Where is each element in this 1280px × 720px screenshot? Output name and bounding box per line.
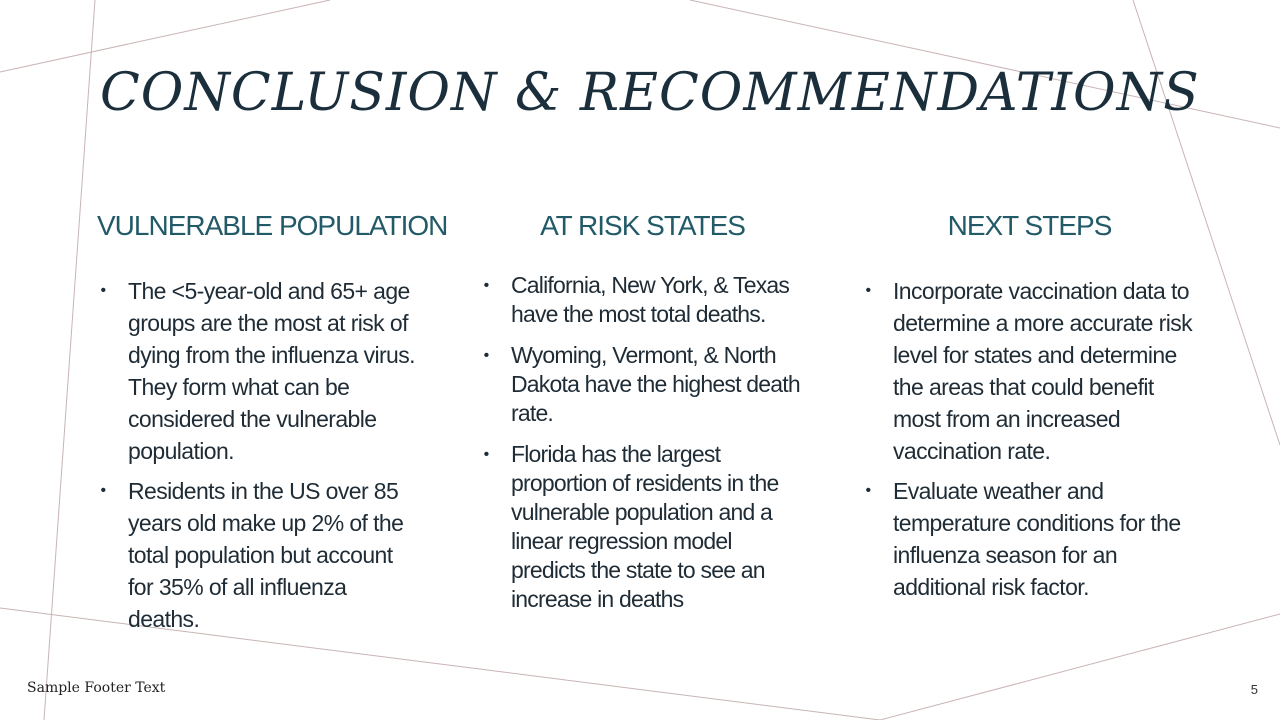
bullet-item: • Wyoming, Vermont, & North Dakota have t… [480, 341, 805, 428]
bullet-icon: • [483, 347, 490, 364]
bullet-text: Florida has the largest proportion of re… [511, 441, 779, 612]
column-at-risk-states: AT RISK STATES • California, New York, & … [480, 205, 805, 626]
bullet-text: Incorporate vaccination data to determin… [893, 278, 1193, 464]
bullet-text: Evaluate weather and temperature conditi… [893, 478, 1181, 600]
bullet-text: Wyoming, Vermont, & North Dakota have th… [511, 342, 801, 426]
footer-text: Sample Footer Text [27, 680, 166, 696]
column-heading: VULNERABLE POPULATION [97, 210, 448, 241]
bullet-icon: • [100, 282, 106, 299]
bullet-list: • Incorporate vaccination data to determi… [862, 275, 1197, 603]
bullet-list: • California, New York, & Texas have the … [480, 271, 805, 614]
page-number: 5 [1250, 682, 1258, 697]
bullet-item: • The <5-year-old and 65+ age groups are … [97, 275, 422, 467]
bullet-item: • Residents in the US over 85 years old m… [97, 475, 422, 635]
slide-title: CONCLUSION & RECOMMENDATIONS [100, 63, 1200, 123]
bullet-icon: • [100, 482, 106, 499]
bullet-item: • Evaluate weather and temperature condit… [862, 475, 1197, 603]
bullet-icon: • [483, 277, 490, 294]
bullet-item: • Incorporate vaccination data to determi… [862, 275, 1197, 467]
column-heading: NEXT STEPS [947, 210, 1113, 241]
column-next-steps: NEXT STEPS • Incorporate vaccination data… [862, 205, 1197, 611]
bullet-icon: • [483, 446, 490, 463]
bullet-text: Residents in the US over 85 years old ma… [128, 478, 404, 632]
bullet-text: The <5-year-old and 65+ age groups are t… [128, 278, 416, 464]
column-vulnerable-population: VULNERABLE POPULATION • The <5-year-old a… [97, 205, 448, 643]
bullet-item: • California, New York, & Texas have the … [480, 271, 805, 329]
column-heading: AT RISK STATES [540, 210, 746, 241]
bullet-list: • The <5-year-old and 65+ age groups are … [97, 275, 422, 635]
bullet-text: California, New York, & Texas have the m… [511, 272, 790, 327]
bullet-icon: • [865, 282, 871, 299]
bullet-icon: • [865, 482, 871, 499]
bullet-item: • Florida has the largest proportion of r… [480, 440, 805, 614]
